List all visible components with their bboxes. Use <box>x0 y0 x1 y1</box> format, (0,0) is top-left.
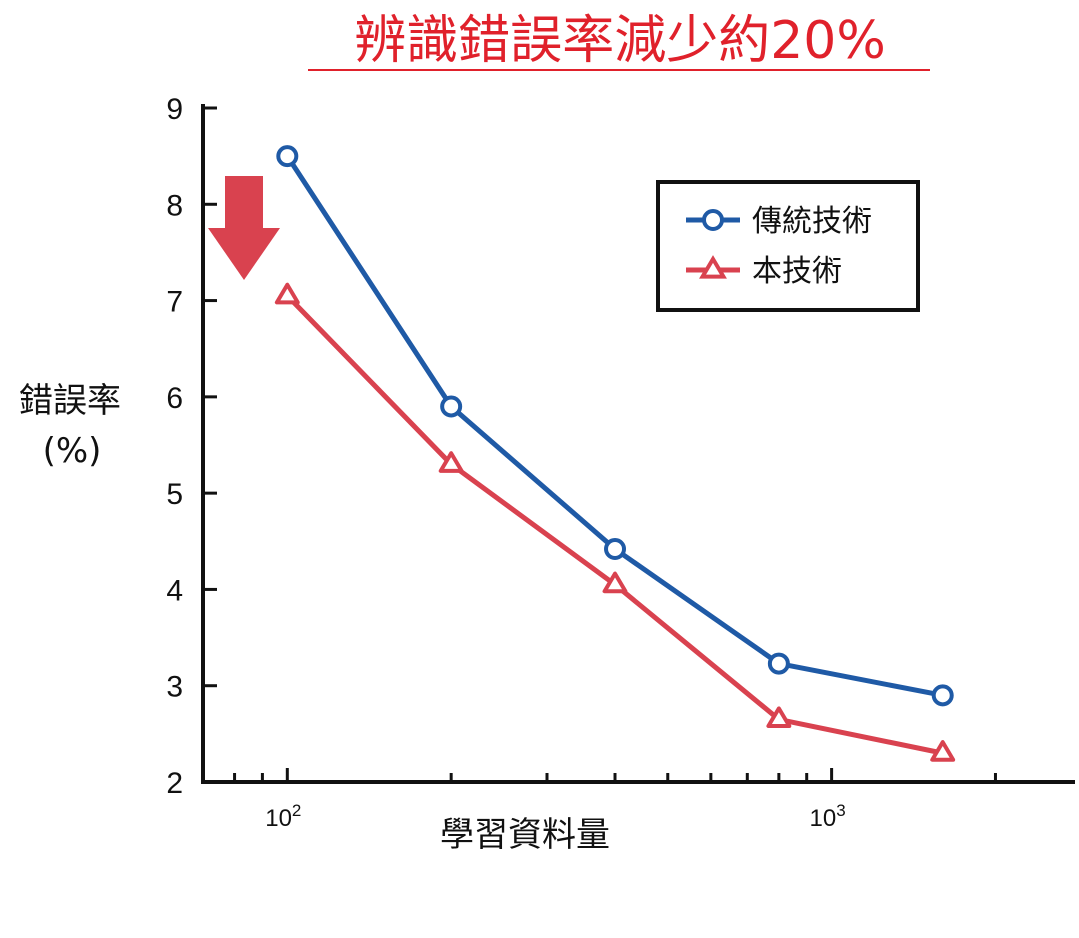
legend-label-2: 本技術 <box>752 254 842 289</box>
y-axis-label-line1: 錯誤率 <box>19 381 121 421</box>
data-point-triangle <box>766 706 792 729</box>
data-point-triangle <box>602 571 628 594</box>
y-tick-label: 2 <box>166 767 183 800</box>
y-tick-label: 5 <box>166 478 183 511</box>
data-point-triangle <box>930 740 956 762</box>
x-axis-label: 學習資料量 <box>440 815 610 855</box>
legend-triangle-marker <box>699 255 727 279</box>
y-tick-label: 3 <box>166 671 183 704</box>
y-axis-label-line2: (%) <box>43 431 102 471</box>
data-point-circle <box>767 652 790 675</box>
data-point-circle <box>276 145 299 168</box>
data-point-circle <box>440 395 463 418</box>
axes: 2 3 4 5 6 7 8 9 102 103 <box>166 93 1075 832</box>
y-tick-label: 6 <box>166 382 183 415</box>
decrease-arrow-icon <box>208 176 280 280</box>
legend-label-1: 傳統技術 <box>752 204 872 239</box>
data-point-circle <box>931 684 954 707</box>
data-point-triangle <box>438 451 464 473</box>
data-point-circle <box>604 537 627 560</box>
legend-circle-marker <box>702 209 724 231</box>
legend-box <box>656 180 920 312</box>
x-tick-label: 103 <box>810 801 846 832</box>
y-tick-label: 4 <box>166 574 183 607</box>
x-tick-label: 102 <box>265 801 301 832</box>
y-tick-label: 7 <box>166 286 183 319</box>
y-tick-label: 8 <box>166 189 183 222</box>
y-tick-label: 9 <box>166 93 183 126</box>
data-point-triangle <box>274 282 300 305</box>
chart-title: 辨識錯誤率減少約20% <box>354 11 886 71</box>
series-line-2 <box>285 294 944 756</box>
plot-area <box>274 145 956 762</box>
